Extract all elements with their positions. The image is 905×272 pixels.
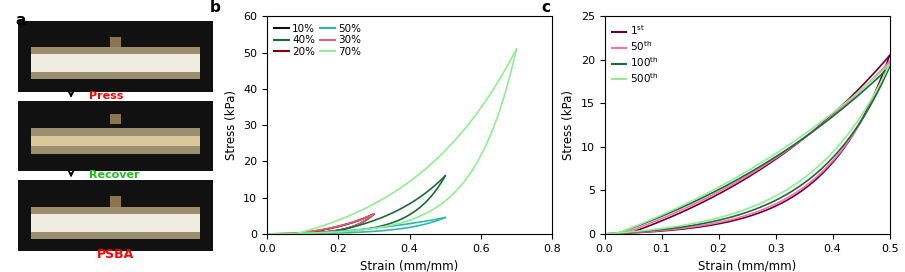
Bar [110,196,121,207]
Text: PSBA: PSBA [97,248,134,261]
Bar [110,37,121,47]
Bar [31,146,200,154]
X-axis label: Strain (mm/mm): Strain (mm/mm) [698,259,796,272]
Bar [31,136,200,146]
Text: a: a [15,13,26,28]
Y-axis label: Stress (kPa): Stress (kPa) [562,90,576,160]
Bar [18,180,213,251]
Y-axis label: Stress (kPa): Stress (kPa) [224,90,238,160]
Text: b: b [210,0,221,15]
Bar [31,207,200,214]
Text: c: c [542,0,551,15]
X-axis label: Strain (mm/mm): Strain (mm/mm) [360,259,459,272]
Bar [18,21,213,92]
Legend: $1^{\mathrm{st}}$, $50^{\mathrm{th}}$, $100^{\mathrm{th}}$, $500^{\mathrm{th}}$: $1^{\mathrm{st}}$, $50^{\mathrm{th}}$, $… [610,21,661,87]
Bar [18,101,213,171]
Bar [31,72,200,79]
Bar [110,114,121,124]
Bar [31,214,200,235]
Text: Recover: Recover [89,170,139,180]
Bar [31,232,200,239]
Bar [31,54,200,76]
Bar [31,128,200,136]
Legend: 10%, 40%, 20%, 50%, 30%, 70%: 10%, 40%, 20%, 50%, 30%, 70% [272,21,363,59]
Bar [31,47,200,54]
Text: Press: Press [89,91,123,101]
